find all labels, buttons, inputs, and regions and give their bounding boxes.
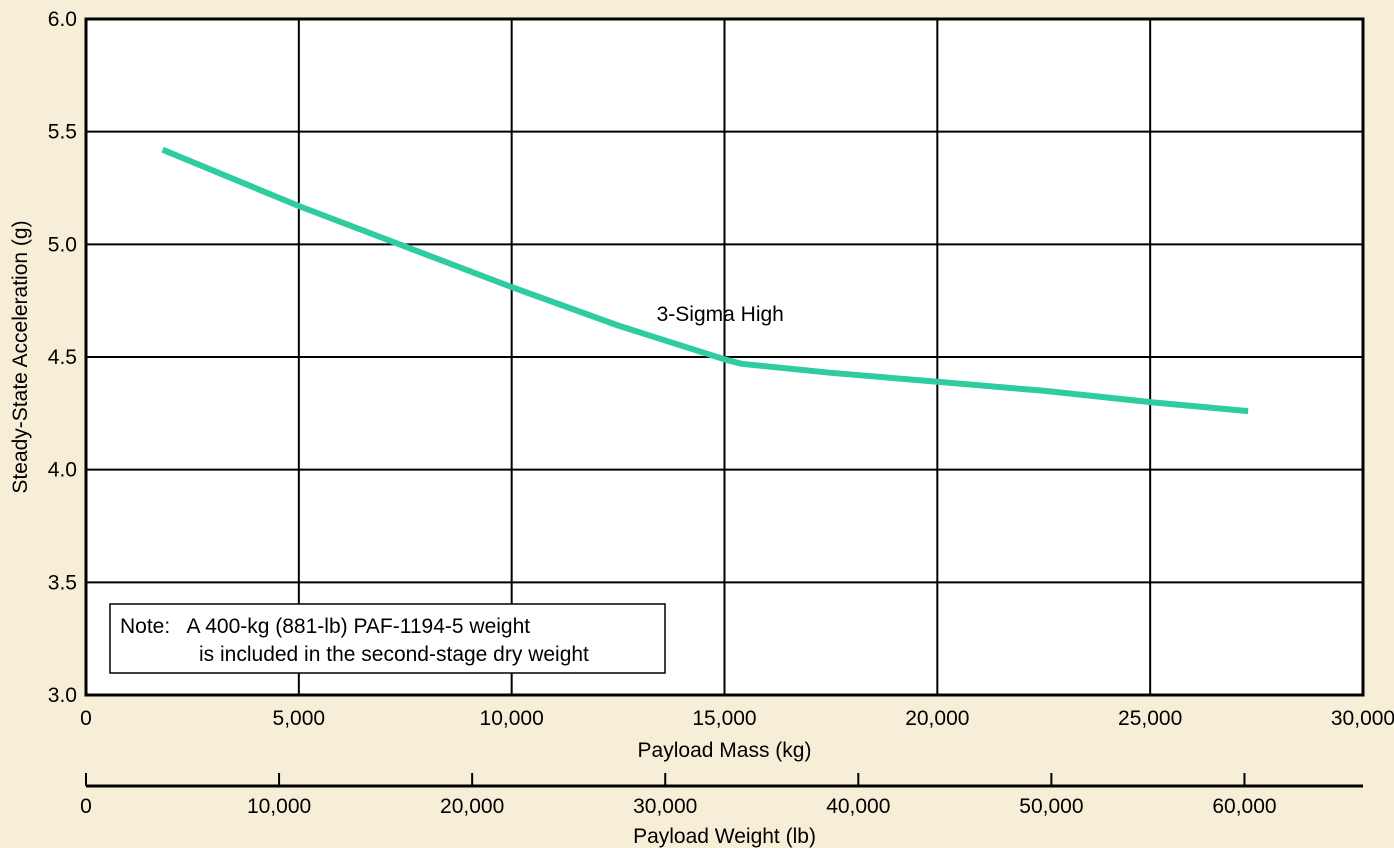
grid: [86, 19, 1363, 695]
x-tick-label: 0: [80, 707, 92, 730]
note-line: Note: A 400-kg (881-lb) PAF-1194-5 weigh…: [120, 615, 530, 638]
x-axis-title: Payload Mass (kg): [638, 739, 812, 762]
x-tick-label: 10,000: [480, 707, 544, 730]
series-layer: [161, 146, 1249, 415]
y-tick-label: 5.0: [48, 233, 77, 256]
y-tick-label: 3.0: [48, 684, 77, 707]
note-line: is included in the second-stage dry weig…: [199, 643, 589, 666]
x-tick-label: 5,000: [273, 707, 326, 730]
y-tick-label: 4.0: [48, 459, 77, 482]
x-tick-label: 15,000: [692, 707, 756, 730]
x-tick-label: 25,000: [1118, 707, 1182, 730]
secondary-x-tick-label: 0: [80, 795, 92, 818]
secondary-x-tick-label: 50,000: [1019, 795, 1083, 818]
x-tick-label: 30,000: [1331, 707, 1394, 730]
x-tick-labels: 0 5,000 10,000 15,000 20,000 25,000 30,000: [80, 707, 1394, 730]
y-tick-label: 5.5: [48, 121, 77, 144]
note-box: Note: A 400-kg (881-lb) PAF-1194-5 weigh…: [109, 603, 666, 674]
y-tick-labels: 3.0 3.5 4.0 4.5 5.0 5.5 6.0: [48, 8, 77, 707]
y-tick-label: 4.5: [48, 346, 77, 369]
y-tick-label: 6.0: [48, 8, 77, 31]
plot-frame: [84, 17, 1365, 697]
secondary-x-axis: 0 10,000 20,000 30,000 40,000 50,000 60,000: [80, 773, 1363, 818]
y-axis-title: Steady-State Acceleration (g): [9, 220, 32, 493]
secondary-x-tick-label: 10,000: [247, 795, 311, 818]
secondary-x-tick-label: 60,000: [1212, 795, 1276, 818]
secondary-x-axis-title: Payload Weight (lb): [633, 825, 816, 848]
series-line: [161, 146, 1249, 415]
secondary-x-tick-label: 30,000: [633, 795, 697, 818]
note-frame: [109, 603, 666, 674]
series-annotation: 3-Sigma High: [657, 303, 784, 326]
secondary-x-tick-label: 20,000: [440, 795, 504, 818]
secondary-x-tick-label: 40,000: [826, 795, 890, 818]
y-tick-label: 3.5: [48, 571, 77, 594]
x-tick-label: 20,000: [905, 707, 969, 730]
